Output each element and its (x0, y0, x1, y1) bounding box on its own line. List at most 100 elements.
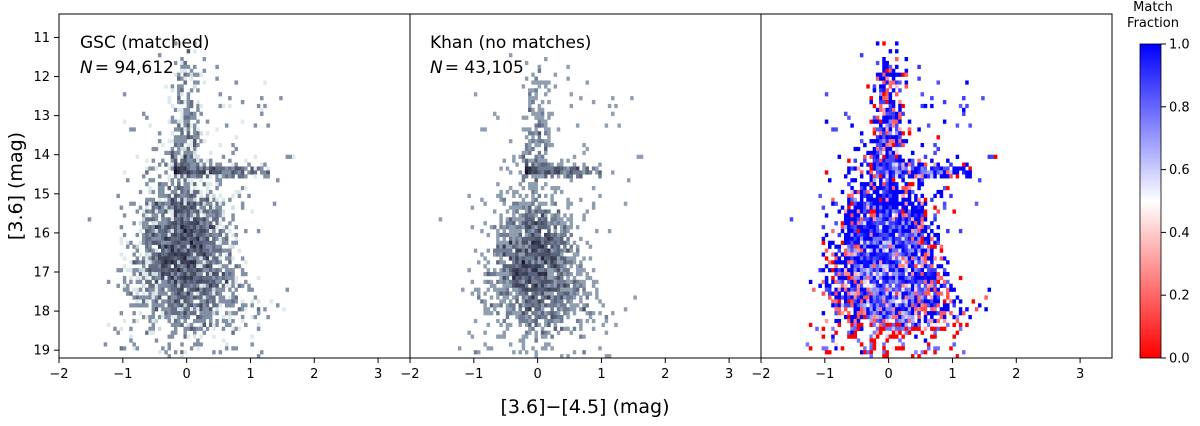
density-cell (512, 155, 515, 159)
density-cell (161, 256, 164, 260)
fraction-cell (841, 241, 844, 245)
density-cell (231, 311, 234, 315)
fraction-cell (908, 315, 911, 319)
density-cell (219, 143, 222, 147)
fraction-cell (885, 338, 888, 342)
fraction-cell (882, 342, 885, 346)
fraction-cell (889, 139, 892, 143)
density-cell (212, 280, 215, 284)
fraction-cell (844, 307, 847, 311)
density-cell (547, 284, 550, 288)
fraction-cell (869, 100, 872, 104)
fraction-cell (921, 331, 924, 335)
fraction-cell (895, 135, 898, 139)
fraction-cell (869, 295, 872, 299)
fraction-cell (914, 292, 917, 296)
fraction-cell (892, 112, 895, 116)
density-cell (522, 280, 525, 284)
density-cell (550, 307, 553, 311)
fraction-cell (850, 335, 853, 339)
density-cell (554, 284, 557, 288)
density-cell (187, 272, 190, 276)
fraction-cell (946, 186, 949, 190)
density-cell (126, 292, 129, 296)
density-cell (177, 194, 180, 198)
fraction-cell (854, 209, 857, 213)
density-cell (576, 292, 579, 296)
fraction-cell (828, 178, 831, 182)
density-cell (180, 249, 183, 253)
density-cell (206, 249, 209, 253)
density-cell (238, 174, 241, 178)
fraction-cell (895, 319, 898, 323)
fraction-cell (885, 194, 888, 198)
density-cell (480, 229, 483, 233)
density-cell (132, 346, 135, 350)
fraction-cell (882, 311, 885, 315)
fraction-cell (924, 288, 927, 292)
density-cell (534, 249, 537, 253)
density-cell (509, 221, 512, 225)
fraction-cell (937, 80, 940, 84)
fraction-cell (949, 194, 952, 198)
density-cell (161, 272, 164, 276)
density-cell (177, 272, 180, 276)
fraction-cell (854, 256, 857, 260)
fraction-cell (892, 206, 895, 210)
fraction-cell (905, 225, 908, 229)
density-cell (490, 272, 493, 276)
fraction-cell (930, 327, 933, 331)
density-cell (177, 186, 180, 190)
density-cell (528, 147, 531, 151)
fraction-cell (879, 198, 882, 202)
density-cell (573, 256, 576, 260)
density-cell (161, 245, 164, 249)
density-cell (560, 280, 563, 284)
density-cell (209, 288, 212, 292)
density-cell (196, 295, 199, 299)
density-cell (563, 292, 566, 296)
density-cell (554, 323, 557, 327)
density-cell (171, 147, 174, 151)
fraction-cell (959, 311, 962, 315)
density-cell (225, 166, 228, 170)
density-cell (193, 256, 196, 260)
density-cell (139, 280, 142, 284)
density-cell (566, 288, 569, 292)
fraction-cell (933, 256, 936, 260)
density-cell (509, 241, 512, 245)
density-cell (611, 170, 614, 174)
density-cell (219, 280, 222, 284)
density-cell (528, 245, 531, 249)
fraction-cell (885, 202, 888, 206)
fraction-cell (879, 92, 882, 96)
fraction-cell (847, 166, 850, 170)
density-cell (579, 284, 582, 288)
fraction-cell (940, 190, 943, 194)
fraction-cell (879, 202, 882, 206)
density-cell (142, 217, 145, 221)
density-cell (544, 221, 547, 225)
density-cell (164, 209, 167, 213)
fraction-cell (873, 127, 876, 131)
density-cell (257, 229, 260, 233)
fraction-cell (901, 73, 904, 77)
density-cell (177, 264, 180, 268)
density-cell (152, 209, 155, 213)
fraction-cell (911, 213, 914, 217)
density-cell (557, 319, 560, 323)
density-cell (171, 292, 174, 296)
x-tick-label: −1 (464, 367, 483, 382)
density-cell (566, 241, 569, 245)
fraction-cell (911, 229, 914, 233)
density-cell (212, 252, 215, 256)
fraction-cell (911, 264, 914, 268)
fraction-cell (873, 249, 876, 253)
density-cell (560, 292, 563, 296)
density-cell (503, 268, 506, 272)
density-cell (528, 272, 531, 276)
fraction-cell (895, 209, 898, 213)
fraction-cell (860, 233, 863, 237)
fraction-cell (933, 174, 936, 178)
density-cell (155, 338, 158, 342)
